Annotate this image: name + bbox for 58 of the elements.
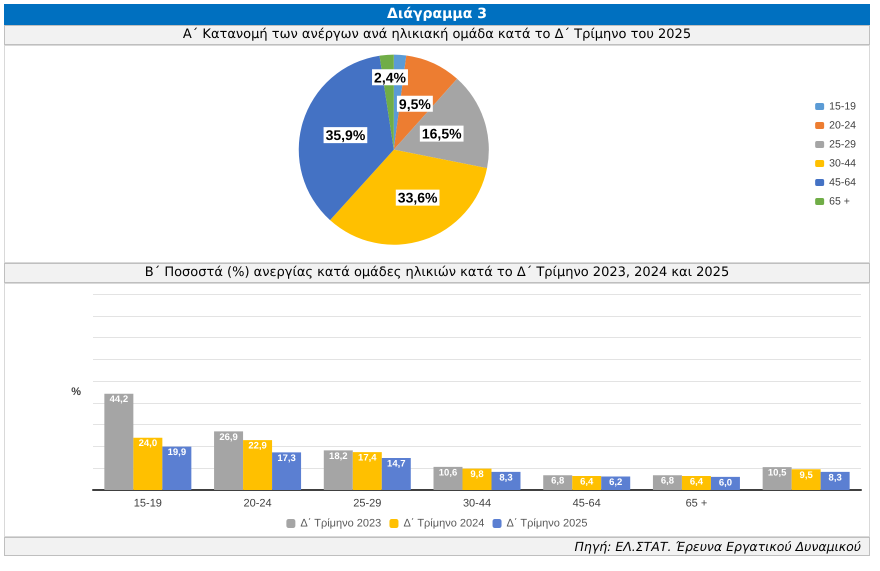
data-label: 24,0 [138, 438, 158, 450]
data-label: 33,6% [398, 190, 438, 206]
legend-label: Δ΄ Τρίμηνο 2023 [300, 518, 382, 530]
bar [382, 458, 411, 490]
bar [162, 446, 192, 490]
data-label: 8,3 [828, 472, 842, 484]
data-label: 6,8 [551, 476, 564, 487]
data-label: 9,5% [398, 96, 432, 112]
data-label: 9,8 [470, 469, 484, 480]
x-tick-label: 30-44 [462, 498, 492, 510]
bar [462, 468, 492, 490]
data-label: 17,4 [358, 452, 378, 464]
data-label: 6,4 [580, 476, 594, 488]
x-tick-label: 25-29 [353, 498, 382, 510]
data-label: 10,5 [768, 468, 788, 479]
x-tick-label: 15-19 [134, 498, 162, 510]
bar [272, 452, 302, 490]
data-label: 6,0 [718, 477, 732, 488]
legend-label: 45-64 [829, 176, 856, 188]
y-axis-title: % [71, 386, 82, 398]
chart-title: Διάγραμμα 3 [4, 4, 870, 25]
legend-label: Δ΄ Τρίμηνο 2024 [403, 518, 484, 530]
chart-subtitle: Α΄ Κατανομή των ανέργων ανά ηλικιακή ομάδα κατά το Δ΄ Τρίμηνο του 2025 [4, 25, 870, 45]
x-tick-label: 45-64 [572, 498, 601, 510]
data-label: 8,3 [499, 472, 513, 484]
data-label: 6,4 [690, 476, 704, 488]
text: Πηγή: ΕΛ.ΣΤΑΤ. Έρευνα Εργατικού Δυναμικού [4, 537, 870, 556]
legend-label: Δ΄ Τρίμηνο 2025 [506, 518, 588, 530]
legend-label: 20-24 [829, 120, 856, 132]
legend-label: 65 + [829, 196, 850, 208]
x-tick-label: 65 + [686, 498, 708, 510]
legend-label: 15-19 [829, 100, 856, 112]
bar [133, 438, 162, 490]
data-label: 19,9 [168, 447, 186, 458]
chart-title: Β΄ Ποσοστά (%) ανεργίας κατά ομάδες ηλικιών κατά το Δ΄ Τρίμηνο 2023, 2024 και 2025 [4, 263, 870, 283]
legend-label: 30-44 [829, 158, 856, 170]
bar [762, 467, 792, 490]
data-label: 9,5 [800, 470, 814, 481]
data-label: 18,2 [329, 450, 348, 462]
data-label: 10,6 [438, 467, 458, 478]
data-label: 26,9 [219, 432, 238, 443]
bar [352, 452, 382, 490]
data-label: 6,8 [660, 476, 674, 487]
data-label: 16,5% [422, 126, 462, 142]
legend-label: 25-29 [829, 138, 856, 150]
bar [324, 450, 353, 490]
data-label: 44,2 [110, 394, 128, 406]
data-label: 2,4% [374, 69, 406, 86]
data-label: 6,2 [609, 477, 622, 488]
bar [792, 469, 821, 490]
data-label: 14,7 [387, 458, 406, 470]
bar [104, 394, 134, 490]
bar [243, 440, 272, 490]
x-tick-label: 20-24 [244, 498, 272, 510]
bar [214, 431, 244, 490]
data-label: 22,9 [248, 440, 267, 452]
data-label: 17,3 [277, 452, 296, 464]
data-label: 35,9% [326, 127, 366, 144]
